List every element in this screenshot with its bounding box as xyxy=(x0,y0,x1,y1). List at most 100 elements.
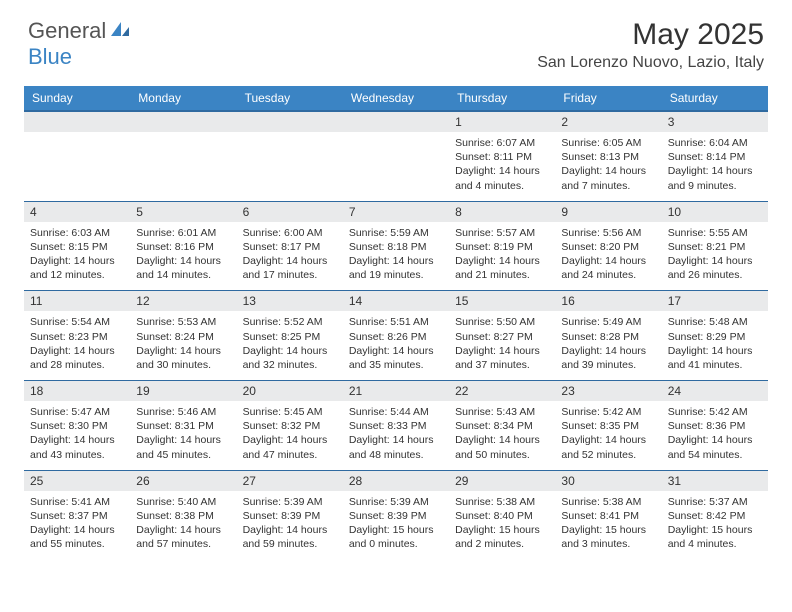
calendar-cell: 28Sunrise: 5:39 AMSunset: 8:39 PMDayligh… xyxy=(343,470,449,559)
logo-text-general: General xyxy=(28,18,106,44)
cell-body: Sunrise: 5:48 AMSunset: 8:29 PMDaylight:… xyxy=(662,311,768,380)
day-number: 19 xyxy=(130,381,236,401)
sunrise-text: Sunrise: 5:37 AM xyxy=(668,495,762,509)
calendar-cell: 7Sunrise: 5:59 AMSunset: 8:18 PMDaylight… xyxy=(343,201,449,291)
day-number: 11 xyxy=(24,291,130,311)
cell-body: Sunrise: 5:44 AMSunset: 8:33 PMDaylight:… xyxy=(343,401,449,470)
daylight-text-1: Daylight: 14 hours xyxy=(30,344,124,358)
sunset-text: Sunset: 8:19 PM xyxy=(455,240,549,254)
sunrise-text: Sunrise: 6:05 AM xyxy=(561,136,655,150)
calendar-cell: 24Sunrise: 5:42 AMSunset: 8:36 PMDayligh… xyxy=(662,381,768,471)
calendar-cell: 25Sunrise: 5:41 AMSunset: 8:37 PMDayligh… xyxy=(24,470,130,559)
sunset-text: Sunset: 8:41 PM xyxy=(561,509,655,523)
sunrise-text: Sunrise: 6:00 AM xyxy=(243,226,337,240)
daylight-text-2: and 48 minutes. xyxy=(349,448,443,462)
sunset-text: Sunset: 8:37 PM xyxy=(30,509,124,523)
calendar-cell: 22Sunrise: 5:43 AMSunset: 8:34 PMDayligh… xyxy=(449,381,555,471)
calendar-cell: 3Sunrise: 6:04 AMSunset: 8:14 PMDaylight… xyxy=(662,111,768,201)
sunrise-text: Sunrise: 5:47 AM xyxy=(30,405,124,419)
calendar-cell: 29Sunrise: 5:38 AMSunset: 8:40 PMDayligh… xyxy=(449,470,555,559)
daylight-text-2: and 32 minutes. xyxy=(243,358,337,372)
calendar-week-row: 1Sunrise: 6:07 AMSunset: 8:11 PMDaylight… xyxy=(24,111,768,201)
calendar-cell: 14Sunrise: 5:51 AMSunset: 8:26 PMDayligh… xyxy=(343,291,449,381)
day-number: 4 xyxy=(24,202,130,222)
sunrise-text: Sunrise: 5:43 AM xyxy=(455,405,549,419)
daylight-text-2: and 43 minutes. xyxy=(30,448,124,462)
day-header: Tuesday xyxy=(237,86,343,111)
daylight-text-1: Daylight: 15 hours xyxy=(561,523,655,537)
day-header: Saturday xyxy=(662,86,768,111)
daylight-text-2: and 2 minutes. xyxy=(455,537,549,551)
calendar-table: Sunday Monday Tuesday Wednesday Thursday… xyxy=(24,86,768,559)
daylight-text-1: Daylight: 15 hours xyxy=(668,523,762,537)
daylight-text-1: Daylight: 14 hours xyxy=(30,254,124,268)
sunset-text: Sunset: 8:32 PM xyxy=(243,419,337,433)
calendar-cell: 10Sunrise: 5:55 AMSunset: 8:21 PMDayligh… xyxy=(662,201,768,291)
day-number: 7 xyxy=(343,202,449,222)
cell-body: Sunrise: 5:47 AMSunset: 8:30 PMDaylight:… xyxy=(24,401,130,470)
daylight-text-2: and 39 minutes. xyxy=(561,358,655,372)
sunset-text: Sunset: 8:17 PM xyxy=(243,240,337,254)
calendar-week-row: 18Sunrise: 5:47 AMSunset: 8:30 PMDayligh… xyxy=(24,381,768,471)
page-header: General May 2025 San Lorenzo Nuovo, Lazi… xyxy=(0,0,792,78)
day-number: 30 xyxy=(555,471,661,491)
sunset-text: Sunset: 8:24 PM xyxy=(136,330,230,344)
sunset-text: Sunset: 8:23 PM xyxy=(30,330,124,344)
daylight-text-1: Daylight: 14 hours xyxy=(668,344,762,358)
calendar-cell: 15Sunrise: 5:50 AMSunset: 8:27 PMDayligh… xyxy=(449,291,555,381)
calendar-week-row: 25Sunrise: 5:41 AMSunset: 8:37 PMDayligh… xyxy=(24,470,768,559)
title-block: May 2025 San Lorenzo Nuovo, Lazio, Italy xyxy=(537,18,764,72)
sunrise-text: Sunrise: 5:51 AM xyxy=(349,315,443,329)
cell-body: Sunrise: 5:53 AMSunset: 8:24 PMDaylight:… xyxy=(130,311,236,380)
sunset-text: Sunset: 8:38 PM xyxy=(136,509,230,523)
sunrise-text: Sunrise: 5:49 AM xyxy=(561,315,655,329)
day-header: Sunday xyxy=(24,86,130,111)
day-number: 2 xyxy=(555,112,661,132)
daylight-text-1: Daylight: 14 hours xyxy=(668,164,762,178)
day-number xyxy=(343,112,449,132)
calendar-cell: 21Sunrise: 5:44 AMSunset: 8:33 PMDayligh… xyxy=(343,381,449,471)
day-number xyxy=(237,112,343,132)
cell-body xyxy=(24,132,130,198)
sunset-text: Sunset: 8:15 PM xyxy=(30,240,124,254)
cell-body: Sunrise: 5:38 AMSunset: 8:40 PMDaylight:… xyxy=(449,491,555,560)
day-number: 29 xyxy=(449,471,555,491)
cell-body: Sunrise: 5:51 AMSunset: 8:26 PMDaylight:… xyxy=(343,311,449,380)
daylight-text-2: and 26 minutes. xyxy=(668,268,762,282)
cell-body: Sunrise: 5:57 AMSunset: 8:19 PMDaylight:… xyxy=(449,222,555,291)
calendar-cell: 26Sunrise: 5:40 AMSunset: 8:38 PMDayligh… xyxy=(130,470,236,559)
day-header: Thursday xyxy=(449,86,555,111)
daylight-text-2: and 50 minutes. xyxy=(455,448,549,462)
sunrise-text: Sunrise: 6:07 AM xyxy=(455,136,549,150)
sunset-text: Sunset: 8:14 PM xyxy=(668,150,762,164)
daylight-text-1: Daylight: 14 hours xyxy=(349,254,443,268)
daylight-text-2: and 12 minutes. xyxy=(30,268,124,282)
sunrise-text: Sunrise: 5:59 AM xyxy=(349,226,443,240)
daylight-text-1: Daylight: 14 hours xyxy=(30,433,124,447)
calendar-cell: 30Sunrise: 5:38 AMSunset: 8:41 PMDayligh… xyxy=(555,470,661,559)
daylight-text-2: and 28 minutes. xyxy=(30,358,124,372)
cell-body: Sunrise: 6:03 AMSunset: 8:15 PMDaylight:… xyxy=(24,222,130,291)
sunrise-text: Sunrise: 5:42 AM xyxy=(561,405,655,419)
cell-body: Sunrise: 5:37 AMSunset: 8:42 PMDaylight:… xyxy=(662,491,768,560)
sunrise-text: Sunrise: 5:46 AM xyxy=(136,405,230,419)
calendar-body: 1Sunrise: 6:07 AMSunset: 8:11 PMDaylight… xyxy=(24,111,768,559)
calendar-week-row: 11Sunrise: 5:54 AMSunset: 8:23 PMDayligh… xyxy=(24,291,768,381)
day-number: 9 xyxy=(555,202,661,222)
daylight-text-1: Daylight: 14 hours xyxy=(349,433,443,447)
daylight-text-2: and 55 minutes. xyxy=(30,537,124,551)
sunrise-text: Sunrise: 5:53 AM xyxy=(136,315,230,329)
daylight-text-1: Daylight: 14 hours xyxy=(668,433,762,447)
daylight-text-2: and 7 minutes. xyxy=(561,179,655,193)
daylight-text-2: and 52 minutes. xyxy=(561,448,655,462)
calendar-cell: 11Sunrise: 5:54 AMSunset: 8:23 PMDayligh… xyxy=(24,291,130,381)
sunset-text: Sunset: 8:16 PM xyxy=(136,240,230,254)
location-text: San Lorenzo Nuovo, Lazio, Italy xyxy=(537,54,764,72)
calendar-cell: 17Sunrise: 5:48 AMSunset: 8:29 PMDayligh… xyxy=(662,291,768,381)
sunset-text: Sunset: 8:30 PM xyxy=(30,419,124,433)
calendar-cell: 18Sunrise: 5:47 AMSunset: 8:30 PMDayligh… xyxy=(24,381,130,471)
sunset-text: Sunset: 8:28 PM xyxy=(561,330,655,344)
daylight-text-2: and 30 minutes. xyxy=(136,358,230,372)
sunset-text: Sunset: 8:26 PM xyxy=(349,330,443,344)
daylight-text-1: Daylight: 15 hours xyxy=(349,523,443,537)
